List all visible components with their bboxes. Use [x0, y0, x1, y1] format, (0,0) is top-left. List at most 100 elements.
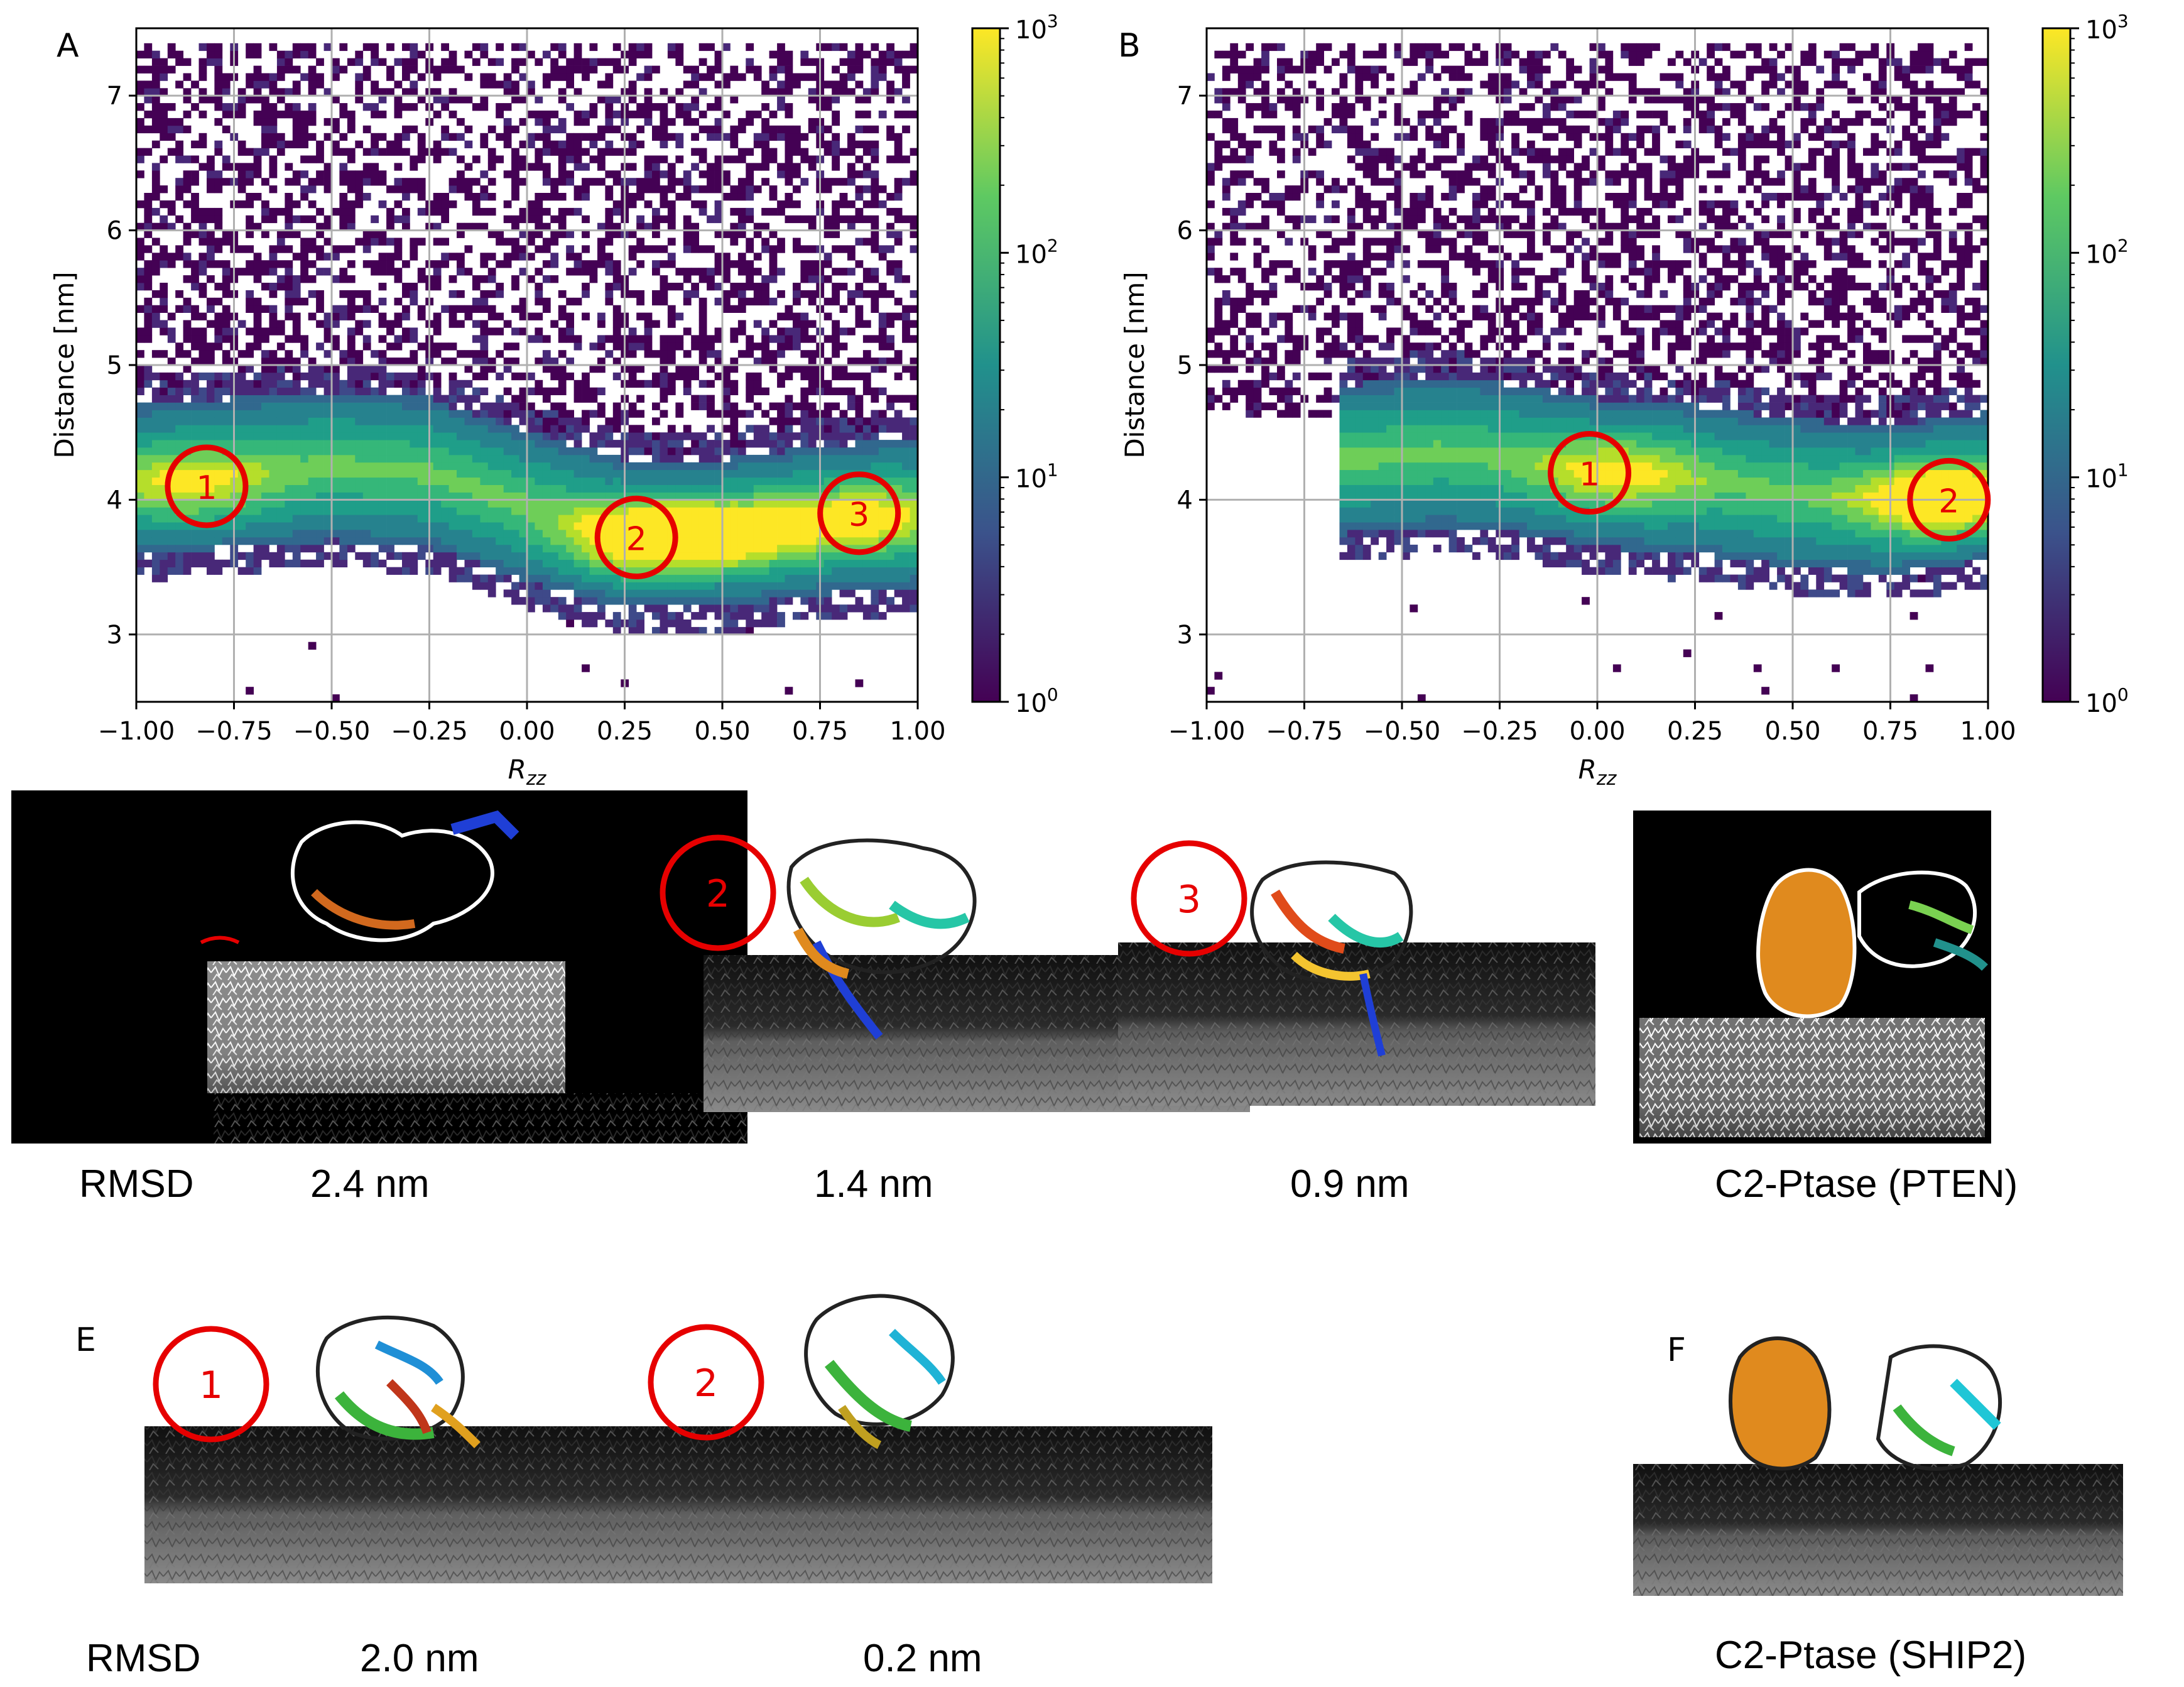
heatmap-cell [589, 552, 598, 560]
heatmap-cell [550, 500, 559, 508]
heatmap-cell [448, 484, 457, 493]
heatmap-cell [589, 275, 598, 283]
heatmap-cell [300, 237, 308, 246]
heatmap-cell [832, 500, 840, 508]
x-tick-label: −0.25 [391, 717, 468, 746]
heatmap-cell [746, 283, 754, 291]
heatmap-cell [698, 148, 707, 156]
heatmap-cell [160, 350, 168, 358]
heatmap-cell [276, 133, 285, 141]
heatmap-cell [871, 275, 879, 283]
heatmap-cell [847, 222, 856, 231]
heatmap-cell [652, 537, 660, 545]
heatmap-cell [222, 469, 231, 478]
heatmap-cell [707, 43, 715, 52]
heatmap-cell [730, 484, 739, 493]
heatmap-cell [214, 469, 223, 478]
heatmap-cell [300, 559, 308, 567]
heatmap-cell [886, 559, 894, 567]
heatmap-cell [589, 111, 598, 119]
heatmap-cell [519, 387, 528, 395]
heatmap-cell [323, 43, 332, 52]
heatmap-cell [862, 350, 871, 358]
heatmap-cell [832, 43, 840, 52]
heatmap-cell [652, 185, 660, 194]
heatmap-cell [222, 320, 231, 328]
heatmap-cell [707, 604, 715, 613]
heatmap-cell [839, 245, 848, 253]
heatmap-cell [300, 185, 308, 194]
heatmap-cell [527, 469, 535, 478]
heatmap-cell [207, 454, 215, 463]
heatmap-cell [394, 410, 403, 418]
heatmap-cell [566, 559, 574, 567]
heatmap-cell [347, 200, 356, 209]
heatmap-cell [371, 80, 379, 89]
heatmap-cell [832, 80, 840, 89]
heatmap-cell [535, 379, 543, 388]
heatmap-cell [355, 372, 364, 381]
heatmap-cell [464, 417, 473, 425]
heatmap-cell [496, 447, 504, 456]
heatmap-cell [800, 447, 809, 456]
heatmap-cell [511, 178, 519, 186]
heatmap-cell [675, 440, 684, 448]
heatmap-cell [519, 537, 528, 545]
heatmap-cell [487, 477, 496, 485]
heatmap-cell [597, 425, 606, 433]
heatmap-cell [542, 117, 551, 126]
heatmap-cell [878, 469, 887, 478]
heatmap-cell [769, 567, 778, 575]
heatmap-cell [207, 492, 215, 500]
heatmap-cell [535, 537, 543, 545]
heatmap-cell [785, 178, 793, 186]
heatmap-cell [871, 365, 879, 373]
heatmap-cell [160, 58, 168, 66]
heatmap-cell [683, 350, 692, 358]
y-tick-label: 7 [107, 82, 122, 111]
heatmap-cell [691, 612, 699, 620]
heatmap-cell [207, 260, 215, 268]
heatmap-cell [707, 454, 715, 463]
heatmap-cell [292, 65, 301, 74]
heatmap-cell [839, 327, 848, 336]
heatmap-cell [487, 178, 496, 186]
heatmap-cell [714, 544, 723, 553]
heatmap-cell [636, 50, 644, 58]
heatmap-cell [285, 350, 293, 358]
heatmap-cell [542, 537, 551, 545]
heatmap-cell [261, 477, 269, 485]
heatmap-cell [832, 402, 840, 410]
heatmap-cell [355, 417, 364, 425]
heatmap-cell [246, 170, 254, 178]
heatmap-cell [652, 290, 660, 298]
heatmap-cell [410, 395, 418, 403]
heatmap-cell [566, 170, 574, 178]
heatmap-cell [636, 620, 644, 628]
heatmap-cell [558, 522, 567, 530]
heatmap-cell [371, 140, 379, 148]
heatmap-cell [871, 178, 879, 186]
heatmap-cell [144, 111, 153, 119]
heatmap-cell [902, 215, 910, 224]
heatmap-cell [308, 641, 317, 650]
heatmap-cell [573, 432, 582, 440]
heatmap-cell [628, 327, 637, 336]
heatmap-cell [246, 350, 254, 358]
heatmap-cell [722, 297, 731, 306]
heatmap-cell [261, 410, 269, 418]
heatmap-cell [214, 58, 223, 66]
heatmap-cell [339, 215, 348, 224]
heatmap-cell [871, 387, 879, 395]
heatmap-cell [667, 342, 676, 351]
heatmap-cell [558, 365, 567, 373]
heatmap-cell [730, 327, 739, 336]
heatmap-cell [597, 358, 606, 366]
heatmap-cell [464, 477, 473, 485]
heatmap-cell [737, 492, 746, 500]
heatmap-cell [410, 425, 418, 433]
heatmap-cell [746, 170, 754, 178]
heatmap-cell [730, 574, 739, 582]
heatmap-cell [464, 163, 473, 171]
